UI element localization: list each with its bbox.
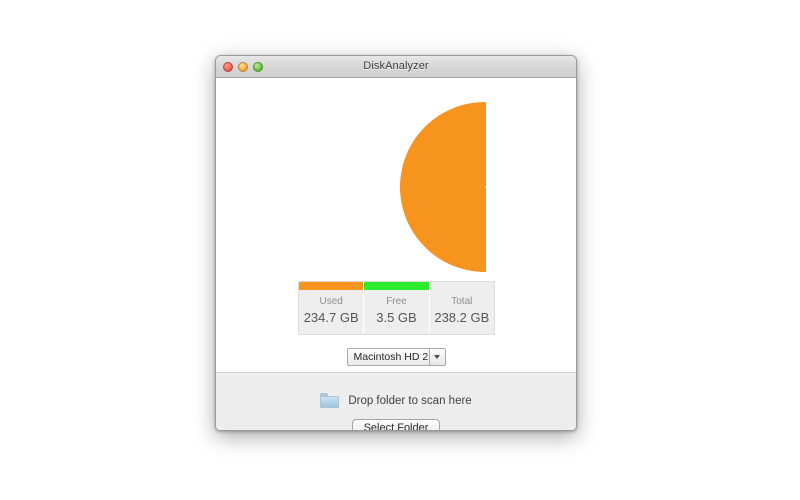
folder-icon: [320, 393, 340, 408]
stat-cell-used: Used 234.7 GB: [299, 282, 365, 334]
pie-chart-container: [216, 102, 576, 274]
folder-icon-tab: [320, 393, 329, 396]
volume-select-container: Macintosh HD 2: [216, 348, 576, 366]
traffic-lights: [223, 62, 263, 72]
zoom-button-icon[interactable]: [253, 62, 263, 72]
stat-value-used: 234.7 GB: [303, 310, 359, 325]
main-content: Used 234.7 GB Free 3.5 GB Total 238.2 GB…: [216, 78, 576, 372]
bottom-panel: Drop folder to scan here Select Folder: [216, 372, 576, 430]
chevron-down-icon: [434, 355, 440, 359]
pie-slice-used: [400, 102, 486, 272]
close-button-icon[interactable]: [223, 62, 233, 72]
select-folder-container: Select Folder: [216, 419, 576, 430]
stat-bar-total: [430, 282, 494, 290]
drop-folder-zone[interactable]: Drop folder to scan here: [216, 373, 576, 408]
stat-bar-free: [364, 282, 429, 290]
select-folder-button[interactable]: Select Folder: [351, 419, 441, 430]
drop-folder-label: Drop folder to scan here: [348, 394, 472, 407]
stat-label-total: Total: [451, 296, 473, 307]
volume-selected-value[interactable]: Macintosh HD 2: [346, 348, 429, 366]
stat-label-used: Used: [319, 296, 343, 307]
folder-icon-body: [320, 395, 340, 408]
minimize-button-icon[interactable]: [238, 62, 248, 72]
disk-stats-table: Used 234.7 GB Free 3.5 GB Total 238.2 GB: [298, 281, 495, 335]
stat-cell-total: Total 238.2 GB: [429, 282, 494, 334]
stat-bar-used: [299, 282, 364, 290]
disk-analyzer-window: DiskAnalyzer Used 234.7 GB Free 3.5 GB: [215, 55, 577, 431]
pie-slices: [400, 102, 486, 272]
stat-value-total: 238.2 GB: [434, 310, 490, 325]
stat-cell-free: Free 3.5 GB: [364, 282, 430, 334]
stat-value-free: 3.5 GB: [376, 310, 417, 325]
disk-usage-pie-chart: [400, 102, 486, 272]
volume-dropdown[interactable]: Macintosh HD 2: [346, 348, 446, 366]
stat-label-free: Free: [386, 296, 407, 307]
window-titlebar[interactable]: DiskAnalyzer: [216, 56, 576, 78]
volume-dropdown-button[interactable]: [428, 348, 446, 366]
window-title: DiskAnalyzer: [363, 60, 429, 72]
